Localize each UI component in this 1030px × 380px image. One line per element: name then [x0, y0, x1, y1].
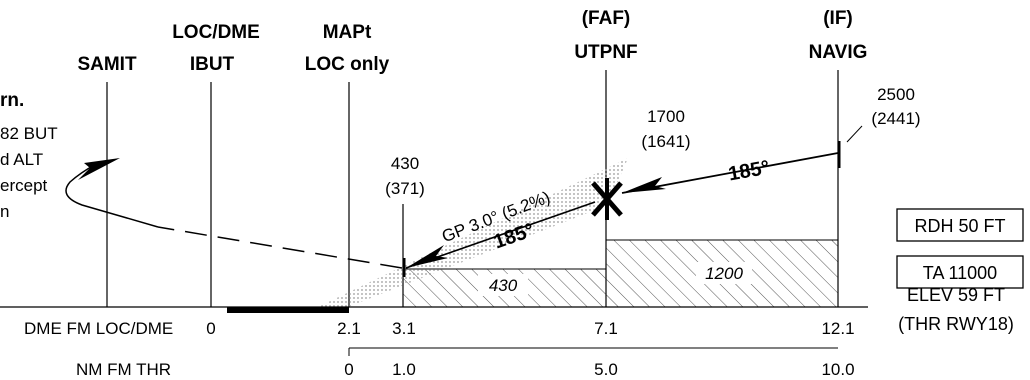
ta-text: TA 11000	[923, 263, 997, 283]
missed-approach-arrowhead	[78, 158, 120, 180]
fix-navig-label: NAVIG	[809, 42, 868, 63]
mapt-altitude-hat: (371)	[385, 179, 425, 198]
if-altitude-hat: (2441)	[871, 109, 920, 128]
missed-approach-text-2: 82 BUT	[0, 124, 58, 143]
nm-tick-1-0: 1.0	[392, 360, 416, 379]
dme-tick-12-1: 12.1	[821, 319, 854, 338]
fix-if-label: (IF)	[823, 8, 853, 29]
missed-approach-text-3: d ALT	[0, 150, 43, 169]
missed-approach-text-1: rn.	[0, 90, 24, 111]
missed-approach-text-5: n	[0, 202, 9, 221]
ta-box: TA 11000	[896, 255, 1024, 289]
mapt-altitude-msl: 430	[391, 154, 419, 173]
nm-tick-5-0: 5.0	[594, 360, 618, 379]
dme-scale-label: DME FM LOC/DME	[24, 319, 173, 338]
fix-samit-label: SAMIT	[77, 54, 137, 75]
intermediate-course-label: 185°	[727, 157, 772, 186]
min-altitude-1200: 1200	[705, 264, 743, 283]
min-altitude-label-bg-1	[478, 274, 528, 296]
rdh-box: RDH 50 FT	[896, 208, 1024, 242]
faf-altitude-hat: (1641)	[641, 132, 690, 151]
fix-faf-label: (FAF)	[582, 8, 631, 29]
dme-tick-2-1: 2.1	[337, 319, 361, 338]
faf-altitude-msl: 1700	[647, 107, 685, 126]
min-altitude-label-bg-2	[696, 262, 752, 284]
intermediate-approach-line	[621, 152, 839, 194]
fix-ibut-label: IBUT	[190, 54, 235, 75]
fix-mapt-label: MAPt	[323, 22, 372, 43]
dme-tick-0: 0	[206, 319, 215, 338]
final-approach-arrowhead	[406, 245, 448, 268]
faf-cross-symbol	[591, 178, 623, 220]
threshold-label: (THR RWY18)	[898, 314, 1014, 334]
nm-tick-10-0: 10.0	[821, 360, 854, 379]
nm-scale-label: NM FM THR	[76, 360, 171, 379]
fix-utpnf-label: UTPNF	[574, 42, 637, 63]
intermediate-approach-arrowhead	[622, 177, 666, 193]
if-altitude-msl: 2500	[877, 85, 915, 104]
runway-bar	[227, 307, 349, 313]
if-altitude-leader	[846, 125, 863, 143]
min-altitude-430: 430	[489, 276, 518, 295]
elevation-label: ELEV 59 FT	[907, 285, 1005, 305]
fix-locdme-label: LOC/DME	[172, 22, 260, 43]
missed-approach-turn-path	[65, 163, 159, 228]
missed-approach-dashed-line	[157, 226, 403, 269]
glidepath-band	[318, 158, 628, 307]
fix-mapt-sub-label: LOC only	[305, 54, 390, 75]
rdh-text: RDH 50 FT	[914, 216, 1005, 236]
dme-tick-3-1: 3.1	[392, 319, 416, 338]
missed-approach-text-4: ercept	[0, 176, 48, 195]
dme-tick-7-1: 7.1	[594, 319, 618, 338]
nm-tick-0: 0	[344, 360, 353, 379]
